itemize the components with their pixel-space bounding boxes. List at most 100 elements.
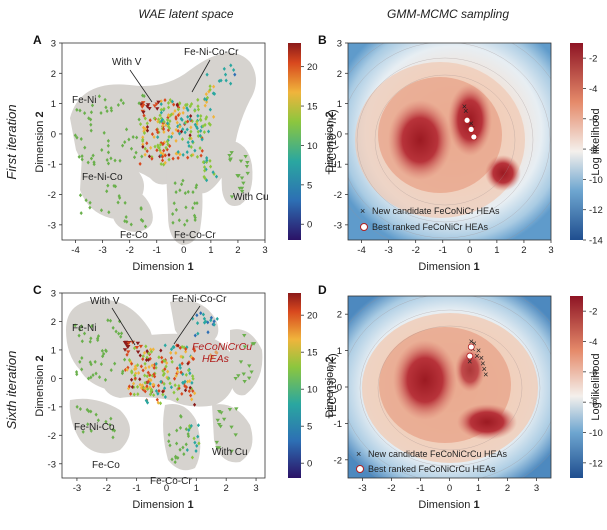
scatter-point — [140, 105, 145, 109]
scatter-point — [229, 81, 233, 86]
scatter-point — [178, 363, 182, 368]
panel-b-ylabel: Dimension 2 — [324, 111, 336, 172]
scatter-point — [212, 322, 216, 327]
candidate-marker: × — [467, 357, 472, 367]
scatter-point — [238, 159, 244, 164]
scatter-point — [152, 104, 157, 108]
scatter-point — [208, 164, 213, 169]
scatter-point — [191, 206, 195, 211]
scatter-point — [143, 152, 147, 157]
scatter-point — [151, 347, 155, 352]
scatter-point — [227, 408, 233, 412]
y-tick-label: -1 — [48, 160, 56, 171]
x-tick-label: 0 — [467, 245, 472, 256]
colorbar-tick-label: -6 — [589, 367, 597, 378]
x-tick-label: -1 — [132, 483, 140, 494]
scatter-point — [214, 174, 219, 179]
scatter-point — [191, 190, 195, 195]
scatter-point — [160, 359, 164, 364]
scatter-point — [241, 372, 246, 377]
scatter-point — [141, 137, 145, 142]
scatter-point — [165, 139, 169, 144]
scatter-point — [135, 135, 139, 140]
scatter-point — [171, 156, 175, 161]
scatter-point — [142, 94, 146, 99]
scatter-point — [129, 222, 133, 227]
leader-line-fe-ni-co-cr — [191, 59, 211, 93]
scatter-point — [141, 110, 146, 115]
scatter-point — [183, 130, 187, 135]
scatter-point — [193, 333, 197, 338]
panel-b-heatmap: ×××× × New candidate FeCoNiCr HEAs Best … — [324, 39, 603, 274]
highlight-label-feconicrcu: FeCoNiCrCu — [192, 341, 252, 353]
scatter-point — [181, 152, 185, 157]
colorbar-tick-label: 10 — [307, 141, 318, 152]
scatter-point — [196, 107, 201, 112]
scatter-point — [141, 357, 145, 362]
best-ranked-marker — [467, 343, 475, 351]
scatter-point — [116, 200, 120, 205]
scatter-point — [193, 218, 197, 223]
scatter-point — [193, 391, 197, 396]
panel-label-c: C — [33, 283, 42, 297]
cluster-label-fe-ni: Fe-Ni — [72, 95, 96, 106]
scatter-point — [195, 313, 199, 318]
scatter-point — [204, 319, 208, 324]
scatter-point — [172, 201, 176, 206]
scatter-point — [132, 346, 137, 351]
scatter-point — [144, 398, 148, 403]
scatter-point — [141, 135, 145, 140]
scatter-point — [182, 452, 186, 457]
y-tick-label: 1 — [51, 99, 56, 110]
scatter-point — [205, 72, 209, 77]
candidate-marker: × — [479, 353, 484, 363]
scatter-point — [207, 121, 211, 126]
scatter-point — [126, 350, 131, 354]
scatter-point — [124, 343, 129, 347]
scatter-point — [236, 374, 241, 378]
candidate-marker: × — [476, 346, 481, 356]
scatter-point — [172, 390, 176, 395]
scatter-point — [224, 78, 228, 83]
panel-d-colorbar-ticks: -2 -4 -6 -8 -10 -12 — [583, 307, 603, 469]
scatter-point — [89, 110, 94, 115]
scatter-point — [191, 374, 195, 379]
cluster-label-with-v: With V — [112, 57, 142, 68]
scatter-point — [245, 171, 250, 176]
scatter-point — [181, 127, 185, 132]
scatter-point — [186, 368, 191, 373]
scatter-point — [74, 370, 79, 375]
x-tick-label: -1 — [153, 245, 161, 256]
scatter-point — [183, 103, 188, 108]
scatter-point — [77, 154, 81, 159]
scatter-point — [241, 181, 246, 186]
scatter-point — [134, 366, 138, 371]
scatter-point — [136, 363, 140, 368]
scatter-point — [221, 417, 227, 422]
scatter-point — [199, 113, 203, 118]
scatter-point — [158, 113, 162, 118]
x-tick-label: -4 — [357, 245, 365, 256]
legend-best-label: Best ranked FeCoNiCrCu HEAs — [368, 464, 496, 474]
cluster-label-with-v: With V — [90, 296, 120, 307]
scatter-point — [80, 157, 84, 162]
scatter-point — [158, 142, 163, 147]
scatter-point — [167, 439, 171, 444]
candidate-marker: × — [469, 337, 474, 347]
scatter-point — [154, 389, 159, 394]
scatter-point — [185, 218, 189, 223]
scatter-point — [193, 440, 197, 445]
scatter-point — [235, 174, 241, 178]
scatter-point — [111, 325, 115, 330]
scatter-point — [183, 222, 187, 227]
panel-d-contours — [348, 296, 551, 478]
x-tick-label: 3 — [253, 483, 258, 494]
scatter-point — [199, 118, 203, 123]
row-title-top: First iteration — [4, 104, 19, 179]
scatter-point — [194, 183, 199, 188]
scatter-point — [139, 385, 144, 390]
y-tick-label: 0 — [337, 383, 342, 394]
scatter-point — [131, 381, 136, 386]
scatter-point — [148, 385, 152, 390]
scatter-point — [97, 375, 102, 380]
